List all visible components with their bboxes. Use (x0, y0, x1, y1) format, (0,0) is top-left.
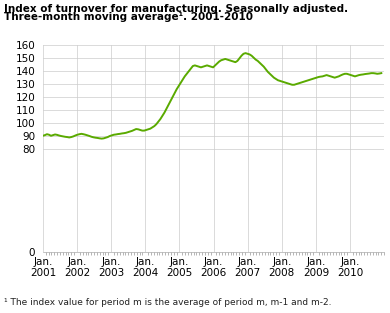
Text: Index of turnover for manufacturing. Seasonally adjusted.: Index of turnover for manufacturing. Sea… (4, 4, 348, 14)
Text: ¹ The index value for period m is the average of period m, m-1 and m-2.: ¹ The index value for period m is the av… (4, 298, 331, 307)
Text: Three-month moving average¹. 2001-2010: Three-month moving average¹. 2001-2010 (4, 12, 253, 22)
